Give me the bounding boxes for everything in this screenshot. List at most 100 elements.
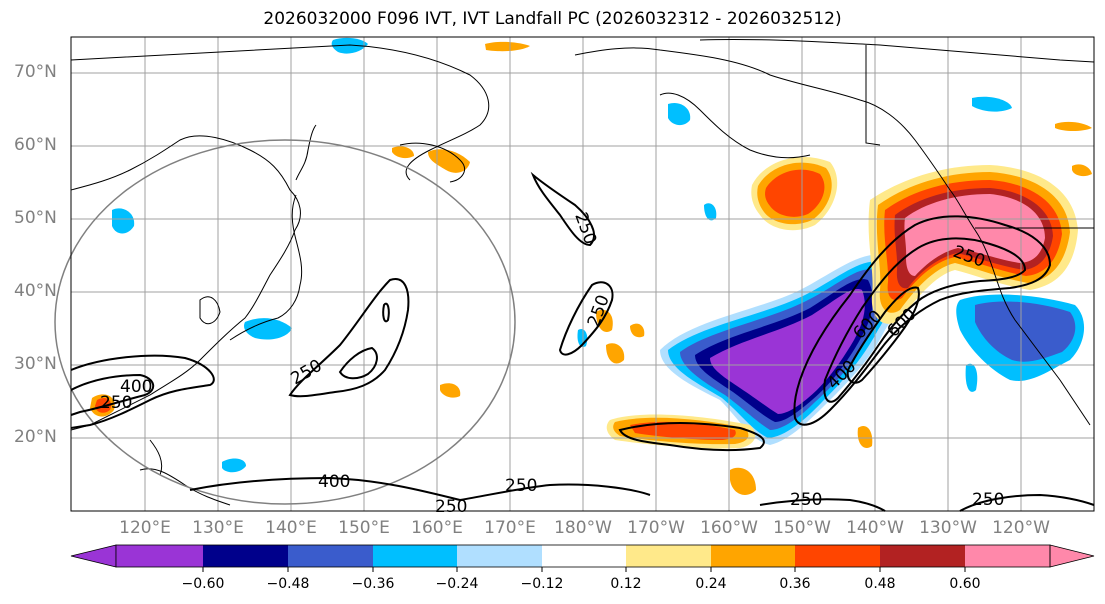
- colorbar-segment: [288, 545, 373, 567]
- contour-label: 250: [435, 497, 467, 517]
- pos-region-sub-1: [440, 383, 461, 398]
- colorbar-tick-label: −0.24: [435, 576, 479, 592]
- lon-label: 130°E: [192, 518, 244, 538]
- contour-250-china: [70, 354, 215, 429]
- coastline-siberia: [70, 44, 490, 181]
- neg-region-subtropic-1: [222, 458, 246, 473]
- reference-circle: [54, 139, 516, 505]
- pos-region-sub-3: [730, 467, 756, 495]
- neg-region-alaska-s: [668, 102, 691, 126]
- map-title: 2026032000 F096 IVT, IVT Landfall PC (20…: [263, 9, 842, 29]
- colorbar-segment: [203, 545, 288, 567]
- contour-400-china: [70, 373, 155, 416]
- pos-region-aleutian-high: [765, 169, 825, 217]
- lon-label: 180°W: [554, 518, 612, 538]
- coastline-korea: [199, 296, 221, 325]
- colorbar: [70, 544, 1095, 572]
- neg-region-sea-okhotsk: [112, 208, 135, 234]
- coastline-alaska: [574, 47, 1091, 426]
- colorbar-extend-low: [70, 544, 117, 568]
- lat-label: 60°N: [14, 135, 57, 155]
- colorbar-segment: [711, 545, 795, 567]
- neg-region-hudson: [972, 96, 1012, 112]
- colorbar-tick-label: 0.12: [610, 576, 642, 592]
- contour-label: 250: [972, 490, 1004, 510]
- contour-250-subtropic: [618, 422, 765, 452]
- lon-label: 140°E: [265, 518, 317, 538]
- contour-250-far-east: [959, 493, 1095, 512]
- lon-label: 150°E: [338, 518, 390, 538]
- colorbar-segment: [542, 545, 626, 567]
- contour-400-westpac-inner: [382, 302, 390, 323]
- coastline-alaska-west: [659, 92, 811, 159]
- pos-region-bering-1: [485, 41, 530, 52]
- lon-label: 140°W: [846, 518, 904, 538]
- lat-label: 40°N: [14, 281, 57, 301]
- colorbar-tick-label: −0.60: [181, 576, 225, 592]
- pos-region-bc: [1072, 164, 1092, 177]
- contour-250-south: [189, 476, 651, 502]
- colorbar-segment: [965, 545, 1050, 567]
- border-alaska-canada: [865, 45, 881, 146]
- contour-label: 250: [505, 476, 537, 496]
- contour-250-westpac: [288, 278, 410, 398]
- neg-region-west-coast-high: [975, 301, 1076, 362]
- lon-label: 170°E: [484, 518, 536, 538]
- colorbar-tick-marks: [202, 567, 966, 572]
- neg-region-subtropic-3: [965, 363, 978, 392]
- pos-region-hawaii: [606, 343, 625, 364]
- pos-region-hudson-s: [1055, 121, 1092, 131]
- map-frame: [70, 36, 1095, 512]
- coastline-asia: [70, 135, 301, 431]
- colorbar-tick-label: 0.60: [949, 576, 981, 592]
- colorbar-tick-label: −0.12: [520, 576, 564, 592]
- colorbar-segment: [880, 545, 965, 567]
- contour-label: 250: [790, 490, 822, 510]
- contour-400-eastpac: [823, 237, 1027, 403]
- neg-region-japan: [244, 318, 292, 340]
- contour-250-eastpac: [793, 215, 1052, 426]
- neg-region-subtropic-2: [704, 203, 717, 221]
- colorbar-segment: [373, 545, 457, 567]
- contour-label: 250: [100, 393, 132, 413]
- coastline-japan: [229, 194, 303, 341]
- contour-250-central: [530, 171, 595, 247]
- colorbar-tick-label: 0.48: [864, 576, 896, 592]
- lon-label: 120°E: [119, 518, 171, 538]
- ivt-contours: [70, 171, 1095, 512]
- lon-label: 120°W: [992, 518, 1050, 538]
- colorbar-frame: [115, 544, 1051, 568]
- colorbar-segment: [116, 545, 203, 567]
- coastline-philippines: [149, 439, 163, 476]
- lat-label: 50°N: [14, 208, 57, 228]
- pos-region-sub-4: [630, 323, 645, 338]
- lat-label: 20°N: [14, 427, 57, 447]
- contour-label: 400: [120, 377, 152, 397]
- pos-region-kamchatka-2: [392, 146, 414, 159]
- contour-250-hawaii: [558, 281, 614, 356]
- pos-region-hawaii-n: [596, 309, 613, 332]
- colorbar-segment: [457, 545, 542, 567]
- lon-label: 170°W: [627, 518, 685, 538]
- coastlines: [70, 38, 1095, 506]
- lon-label: 150°W: [773, 518, 831, 538]
- neg-region-bering: [331, 37, 368, 54]
- lon-label: 160°W: [700, 518, 758, 538]
- colorbar-segment: [795, 545, 880, 567]
- coastline-canada-north: [699, 38, 1095, 63]
- colorbar-tick-label: 0.24: [695, 576, 727, 592]
- negative-anomaly-regions: [112, 37, 1085, 473]
- coastline-sakhalin: [295, 124, 317, 181]
- coastline-kamchatka: [399, 142, 465, 183]
- lat-label: 70°N: [14, 62, 57, 82]
- map-panel: 250 400 250 250 250 400 250 250 250 250 …: [54, 36, 1095, 517]
- colorbar-tick-label: −0.36: [351, 576, 395, 592]
- contour-label: 400: [318, 472, 350, 492]
- pos-region-sub-2: [857, 426, 873, 448]
- pos-region-gulf-alaska-max: [904, 194, 1045, 276]
- lon-label: 160°E: [411, 518, 463, 538]
- contour-400-westpac: [338, 346, 378, 380]
- coastline-islands-indonesia: [139, 468, 231, 506]
- pos-region-kamchatka: [428, 149, 470, 173]
